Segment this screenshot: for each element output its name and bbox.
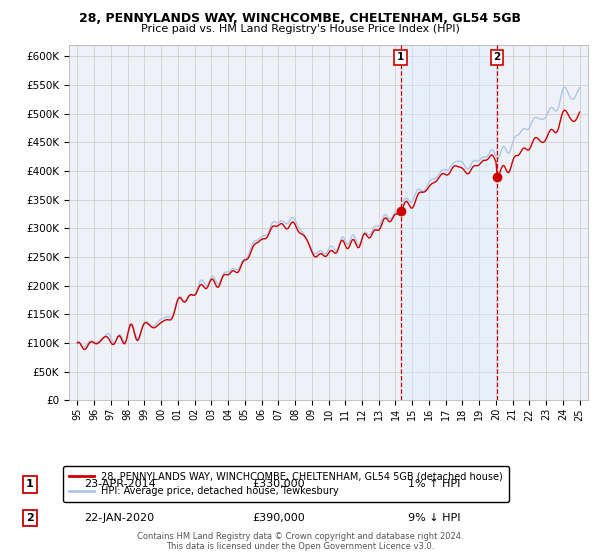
Text: 22-JAN-2020: 22-JAN-2020 [84,513,154,523]
Text: 1% ↑ HPI: 1% ↑ HPI [408,479,460,489]
Text: 2: 2 [493,52,500,62]
Text: 23-APR-2014: 23-APR-2014 [84,479,156,489]
Text: Price paid vs. HM Land Registry's House Price Index (HPI): Price paid vs. HM Land Registry's House … [140,24,460,34]
Text: Contains HM Land Registry data © Crown copyright and database right 2024.
This d: Contains HM Land Registry data © Crown c… [137,531,463,551]
Text: 2: 2 [26,513,34,523]
Text: 1: 1 [26,479,34,489]
Text: 1: 1 [397,52,404,62]
Text: 28, PENNYLANDS WAY, WINCHCOMBE, CHELTENHAM, GL54 5GB: 28, PENNYLANDS WAY, WINCHCOMBE, CHELTENH… [79,12,521,25]
Bar [401,45,497,400]
Text: £330,000: £330,000 [252,479,305,489]
Legend: 28, PENNYLANDS WAY, WINCHCOMBE, CHELTENHAM, GL54 5GB (detached house), HPI: Aver: 28, PENNYLANDS WAY, WINCHCOMBE, CHELTENH… [64,466,509,502]
Text: 9% ↓ HPI: 9% ↓ HPI [408,513,461,523]
Text: £390,000: £390,000 [252,513,305,523]
